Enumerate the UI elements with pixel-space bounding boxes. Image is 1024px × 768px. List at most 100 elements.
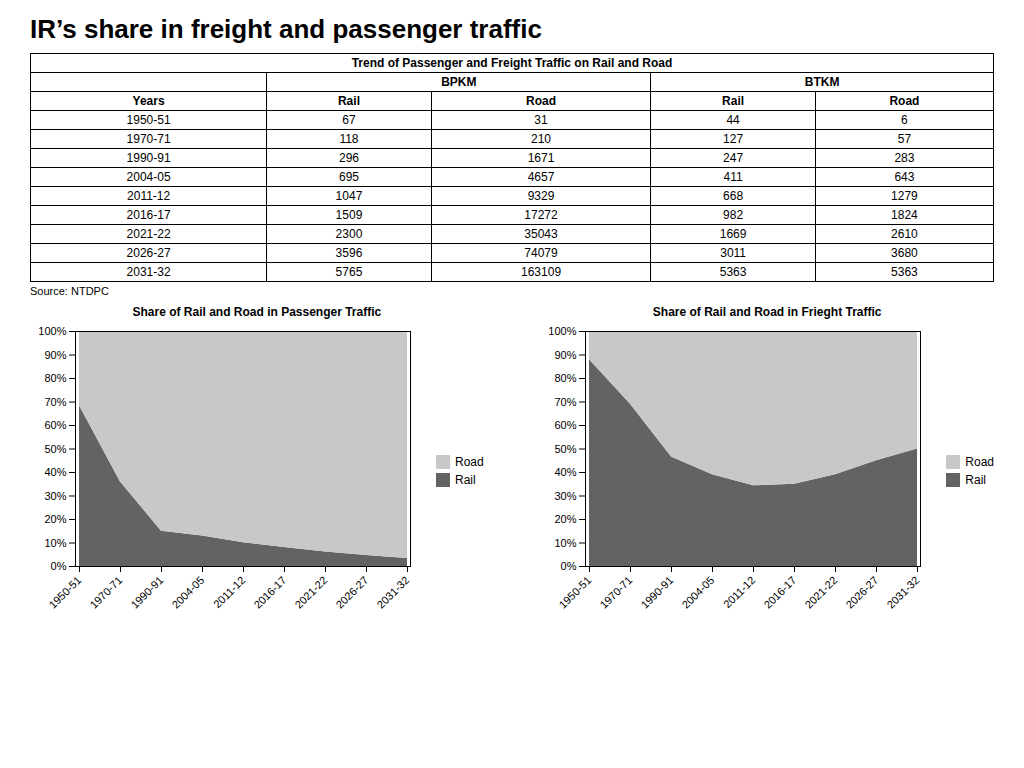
svg-text:10%: 10% <box>555 537 577 549</box>
svg-text:2021-22: 2021-22 <box>803 574 840 611</box>
svg-text:80%: 80% <box>555 372 577 384</box>
html-text:2026-27: 2026-27 <box>126 246 171 260</box>
html-text:Rail: Rail <box>722 94 745 108</box>
svg-text:1950-51: 1950-51 <box>46 574 83 611</box>
html-text:Share of Rail and Road in Frie: Share of Rail and Road in Frieght Traffi… <box>652 305 882 319</box>
html-text:1669: 1669 <box>719 227 747 241</box>
html-text:44: 44 <box>726 113 740 127</box>
html-text:Rail: Rail <box>455 473 476 487</box>
html-text:982: 982 <box>723 208 744 222</box>
html-text:9329: 9329 <box>527 189 555 203</box>
html-text:3011: 3011 <box>720 246 746 260</box>
html-text:695: 695 <box>339 170 359 184</box>
html-text:2016-17: 2016-17 <box>126 208 171 222</box>
html-text:247: 247 <box>723 151 744 165</box>
html-text:1279: 1279 <box>891 189 918 203</box>
html-text:643: 643 <box>894 170 915 184</box>
html-text:2004-05: 2004-05 <box>126 170 171 184</box>
html-text:Road: Road <box>455 455 484 469</box>
svg-text:2004-05: 2004-05 <box>680 574 717 611</box>
svg-text:40%: 40% <box>555 466 577 478</box>
html-text:1047: 1047 <box>335 189 363 203</box>
svg-text:70%: 70% <box>44 396 66 408</box>
html-text:BPKM: BPKM <box>441 75 477 89</box>
svg-text:1990-91: 1990-91 <box>639 574 676 611</box>
html-text:5363: 5363 <box>719 265 747 279</box>
html-text:3680: 3680 <box>891 246 918 260</box>
html-text:1950-51: 1950-51 <box>126 113 171 127</box>
html-text:4657: 4657 <box>527 170 555 184</box>
svg-text:60%: 60% <box>44 419 66 431</box>
html-text:IR’s share in freight and pass: IR’s share in freight and passenger traf… <box>30 14 542 44</box>
html-text:67: 67 <box>342 113 356 127</box>
html-text:1671: 1671 <box>527 151 555 165</box>
svg-text:2026-27: 2026-27 <box>844 574 881 611</box>
html-text:Years: Years <box>132 94 165 108</box>
html-text:Road: Road <box>889 94 920 108</box>
svg-text:0%: 0% <box>51 560 67 572</box>
html-text:2011-12: 2011-12 <box>127 189 171 203</box>
svg-text:2031-32: 2031-32 <box>374 574 411 611</box>
html-text:Source: NTDPC: Source: NTDPC <box>30 285 109 297</box>
html-text:296: 296 <box>339 151 359 165</box>
html-text:1824: 1824 <box>891 208 918 222</box>
svg-text:30%: 30% <box>555 490 577 502</box>
svg-text:1950-51: 1950-51 <box>557 574 594 611</box>
svg-text:2016-17: 2016-17 <box>251 574 288 611</box>
html-text:74079: 74079 <box>524 246 558 260</box>
svg-text:20%: 20% <box>44 513 66 525</box>
svg-text:40%: 40% <box>44 466 66 478</box>
svg-text:70%: 70% <box>555 396 577 408</box>
html-text:5363: 5363 <box>891 265 918 279</box>
html-text:17272: 17272 <box>524 208 558 222</box>
html-text:1970-71: 1970-71 <box>126 132 171 146</box>
html-text:BTKM: BTKM <box>804 75 840 89</box>
svg-text:90%: 90% <box>44 349 66 361</box>
html-text:127: 127 <box>723 132 744 146</box>
svg-text:90%: 90% <box>555 349 577 361</box>
html-text:Share of Rail and Road in Pass: Share of Rail and Road in Passenger Traf… <box>132 305 382 319</box>
svg-text:2026-27: 2026-27 <box>333 574 370 611</box>
html-text:Road: Road <box>965 455 994 469</box>
html-text:Road: Road <box>526 94 556 108</box>
svg-text:80%: 80% <box>44 372 66 384</box>
svg-text:2004-05: 2004-05 <box>169 574 206 611</box>
html-text:668: 668 <box>723 189 744 203</box>
svg-text:2031-32: 2031-32 <box>885 574 922 611</box>
html-text:57: 57 <box>897 132 912 146</box>
svg-text:1970-71: 1970-71 <box>87 574 124 611</box>
html-text:1509: 1509 <box>335 208 363 222</box>
html-text:Rail: Rail <box>338 94 360 108</box>
svg-text:2011-12: 2011-12 <box>211 574 247 610</box>
svg-text:30%: 30% <box>44 490 66 502</box>
svg-text:1990-91: 1990-91 <box>128 574 165 611</box>
html-text:118: 118 <box>339 132 359 146</box>
svg-text:20%: 20% <box>555 513 577 525</box>
html-text:210: 210 <box>531 132 551 146</box>
html-text:5765: 5765 <box>335 265 363 279</box>
html-text:3596: 3596 <box>335 246 363 260</box>
html-text:2031-32: 2031-32 <box>126 265 171 279</box>
html-text:2610: 2610 <box>891 227 918 241</box>
svg-text:2011-12: 2011-12 <box>721 574 757 610</box>
html-text:Rail: Rail <box>965 473 986 487</box>
svg-text:100%: 100% <box>549 325 577 337</box>
html-text:411: 411 <box>723 170 743 184</box>
svg-text:100%: 100% <box>38 325 66 337</box>
svg-text:2021-22: 2021-22 <box>292 574 329 611</box>
html-text:163109: 163109 <box>521 265 562 279</box>
html-text:35043: 35043 <box>524 227 558 241</box>
svg-text:2016-17: 2016-17 <box>762 574 799 611</box>
svg-text:10%: 10% <box>44 537 66 549</box>
html-text:2300: 2300 <box>335 227 363 241</box>
html-text:1990-91: 1990-91 <box>126 151 171 165</box>
svg-text:50%: 50% <box>555 443 577 455</box>
html-text:Trend of Passenger and Freight: Trend of Passenger and Freight Traffic o… <box>351 56 673 70</box>
svg-text:50%: 50% <box>44 443 66 455</box>
svg-text:1970-71: 1970-71 <box>598 574 635 611</box>
html-text:31: 31 <box>534 113 548 127</box>
svg-text:0%: 0% <box>561 560 577 572</box>
svg-text:60%: 60% <box>555 419 577 431</box>
html-text:283: 283 <box>894 151 915 165</box>
html-text:2021-22: 2021-22 <box>126 227 171 241</box>
